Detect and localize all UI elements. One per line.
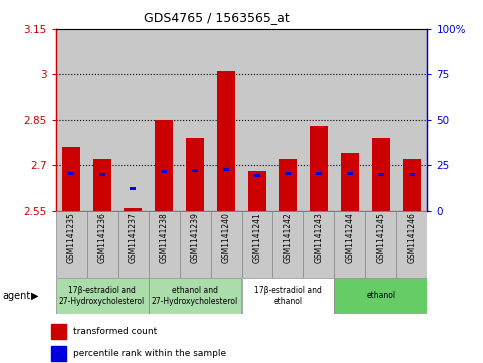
Bar: [93, 159, 112, 211]
Bar: [56, 211, 86, 278]
Text: GSM1141246: GSM1141246: [408, 213, 416, 264]
Bar: [303, 211, 334, 278]
Bar: [334, 29, 366, 211]
Bar: [334, 278, 427, 314]
Bar: [378, 173, 384, 176]
Text: ethanol: ethanol: [367, 291, 396, 300]
Text: GSM1141235: GSM1141235: [67, 213, 75, 264]
Text: GSM1141242: GSM1141242: [284, 213, 293, 263]
Bar: [211, 29, 242, 211]
Bar: [254, 174, 260, 177]
Bar: [303, 29, 334, 211]
Bar: [242, 278, 334, 314]
Bar: [334, 211, 366, 278]
Bar: [372, 138, 390, 211]
Bar: [409, 173, 415, 176]
Text: GSM1141243: GSM1141243: [314, 213, 324, 264]
Bar: [341, 153, 359, 211]
Bar: [68, 172, 74, 175]
Bar: [316, 172, 322, 175]
Bar: [310, 126, 328, 211]
Text: transformed count: transformed count: [72, 327, 157, 336]
Bar: [56, 278, 149, 314]
Text: GDS4765 / 1563565_at: GDS4765 / 1563565_at: [144, 11, 290, 24]
Text: 17β-estradiol and
27-Hydroxycholesterol: 17β-estradiol and 27-Hydroxycholesterol: [59, 286, 145, 306]
Bar: [272, 211, 303, 278]
Bar: [192, 170, 198, 172]
Bar: [99, 173, 105, 176]
Bar: [272, 29, 303, 211]
Bar: [397, 29, 427, 211]
Bar: [403, 159, 421, 211]
Text: GSM1141245: GSM1141245: [376, 213, 385, 264]
Bar: [180, 211, 211, 278]
Bar: [51, 346, 66, 361]
Bar: [242, 29, 272, 211]
Bar: [124, 208, 142, 211]
Text: ethanol and
27-Hydroxycholesterol: ethanol and 27-Hydroxycholesterol: [152, 286, 238, 306]
Bar: [149, 278, 242, 314]
Text: GSM1141238: GSM1141238: [159, 213, 169, 263]
Text: GSM1141241: GSM1141241: [253, 213, 261, 263]
Bar: [279, 159, 297, 211]
Text: GSM1141237: GSM1141237: [128, 213, 138, 264]
Bar: [86, 29, 117, 211]
Text: percentile rank within the sample: percentile rank within the sample: [72, 349, 226, 358]
Bar: [161, 170, 167, 173]
Text: GSM1141240: GSM1141240: [222, 213, 230, 264]
Bar: [242, 211, 272, 278]
Bar: [217, 72, 235, 211]
Bar: [155, 120, 173, 211]
Bar: [56, 29, 86, 211]
Bar: [347, 172, 353, 175]
Text: agent: agent: [2, 291, 30, 301]
Bar: [149, 211, 180, 278]
Bar: [149, 29, 180, 211]
Bar: [285, 172, 291, 175]
Bar: [117, 211, 149, 278]
Bar: [211, 211, 242, 278]
Text: ▶: ▶: [31, 291, 39, 301]
Text: GSM1141244: GSM1141244: [345, 213, 355, 264]
Bar: [248, 171, 266, 211]
Bar: [130, 187, 136, 189]
Bar: [223, 168, 229, 171]
Bar: [51, 324, 66, 339]
Bar: [366, 29, 397, 211]
Bar: [397, 211, 427, 278]
Bar: [186, 138, 204, 211]
Bar: [62, 147, 80, 211]
Bar: [366, 211, 397, 278]
Text: 17β-estradiol and
ethanol: 17β-estradiol and ethanol: [254, 286, 322, 306]
Text: GSM1141236: GSM1141236: [98, 213, 107, 264]
Bar: [86, 211, 117, 278]
Bar: [180, 29, 211, 211]
Bar: [117, 29, 149, 211]
Text: GSM1141239: GSM1141239: [190, 213, 199, 264]
